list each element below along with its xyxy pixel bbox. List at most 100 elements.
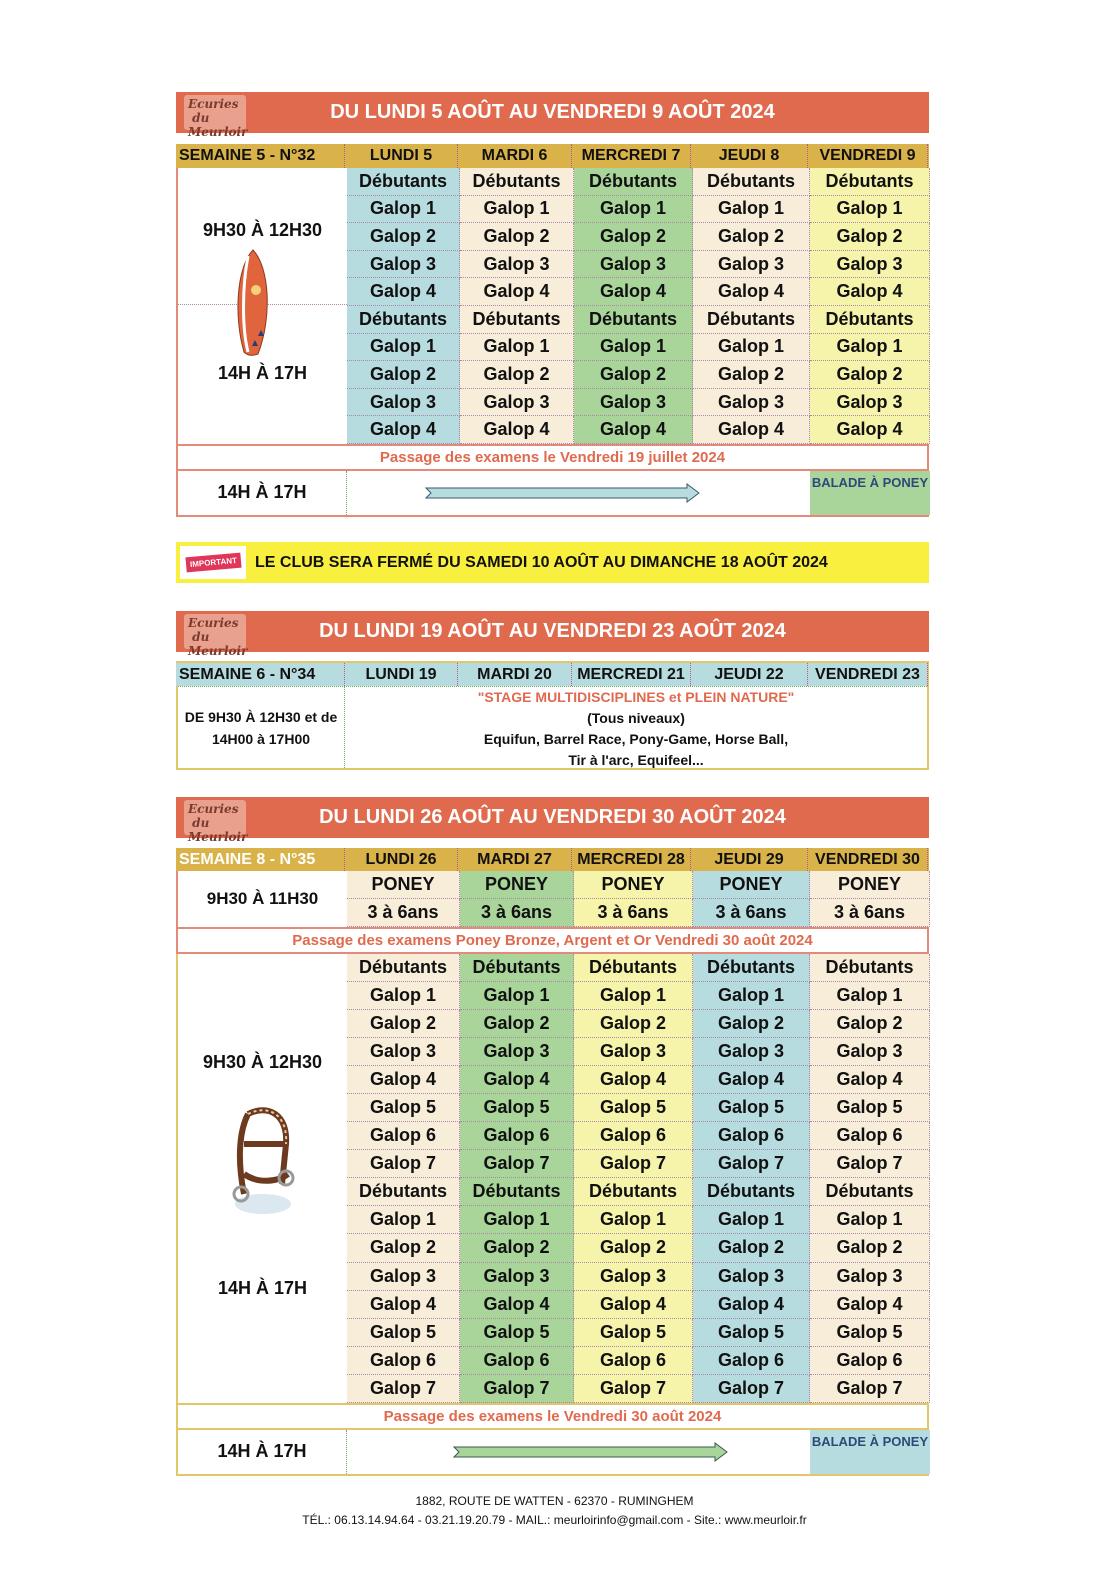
class-cell: Galop 2: [693, 361, 810, 389]
day-header: MERCREDI 28: [572, 848, 691, 871]
class-cell: Galop 2: [347, 1010, 460, 1039]
class-cell: Galop 3: [460, 1262, 574, 1291]
class-cell: Galop 2: [460, 1234, 574, 1263]
class-cell: Galop 3: [693, 1262, 810, 1291]
class-cell: Galop 2: [460, 1010, 574, 1039]
class-cell: Galop 3: [574, 1262, 693, 1291]
class-cell: Galop 4: [574, 1066, 693, 1095]
poney-exam-note: Passage des examens Poney Bronze, Argent…: [176, 929, 929, 954]
class-cell: Débutants: [460, 1178, 574, 1207]
class-cell: Galop 3: [347, 250, 460, 279]
class-cell: Galop 7: [693, 1374, 810, 1403]
class-cell: Galop 1: [347, 1206, 460, 1235]
class-cell: Galop 6: [693, 1122, 810, 1151]
day-header: MERCREDI 21: [572, 663, 691, 686]
class-cell: Galop 6: [693, 1346, 810, 1375]
class-cell: Galop 6: [810, 1346, 930, 1375]
week2-section: Ecuries du Meurloir DU LUNDI 19 AOÛT AU …: [176, 611, 929, 770]
day-header: MARDI 27: [458, 848, 572, 871]
class-cell: Galop 7: [693, 1150, 810, 1179]
class-cell: Galop 1: [574, 1206, 693, 1235]
class-cell: Galop 6: [574, 1122, 693, 1151]
class-cell: PONEY: [460, 871, 574, 899]
week3-balade-row: 14H À 17H BALADE À PONEY: [176, 1429, 930, 1476]
class-cell: Galop 1: [574, 333, 693, 362]
class-cell: Débutants: [347, 954, 460, 983]
class-cell: Galop 1: [460, 333, 574, 362]
arrow-right-icon: [453, 1441, 728, 1462]
class-cell: Galop 3: [693, 388, 810, 417]
week1-banner: Ecuries du Meurloir DU LUNDI 5 AOÛT AU V…: [176, 92, 929, 139]
class-cell: Galop 6: [810, 1122, 930, 1151]
class-cell: Galop 1: [574, 982, 693, 1011]
class-cell: Galop 1: [810, 195, 930, 224]
class-cell: Galop 2: [693, 1234, 810, 1263]
week2-header: SEMAINE 6 - N°34 LUNDI 19 MARDI 20 MERCR…: [176, 663, 928, 686]
week2-time: DE 9H30 À 12H30 et de 14H00 à 17H00: [178, 687, 345, 768]
day-header: JEUDI 8: [691, 144, 808, 168]
class-cell: Débutants: [347, 1178, 460, 1207]
afternoon-time: 14H À 17H: [217, 1278, 308, 1298]
balade-time: 14H À 17H: [178, 470, 347, 515]
class-cell: Galop 2: [810, 1010, 930, 1039]
class-cell: Galop 1: [460, 982, 574, 1011]
class-cell: Galop 5: [574, 1318, 693, 1347]
week2-title: DU LUNDI 19 AOÛT AU VENDREDI 23 AOÛT 202…: [319, 620, 786, 642]
class-cell: Galop 5: [574, 1094, 693, 1123]
footer-contact: TÉL.: 06.13.14.94.64 - 03.21.19.20.79 - …: [302, 1513, 807, 1527]
class-cell: Galop 5: [347, 1094, 460, 1123]
class-cell: Débutants: [460, 954, 574, 983]
class-cell: Débutants: [460, 305, 574, 334]
class-cell: Galop 5: [460, 1318, 574, 1347]
class-cell: Galop 1: [810, 333, 930, 362]
time-column-cell: [178, 982, 347, 1010]
class-cell: Galop 6: [347, 1122, 460, 1151]
week1-title: DU LUNDI 5 AOÛT AU VENDREDI 9 AOÛT 2024: [330, 101, 775, 123]
class-cell: Galop 5: [810, 1318, 930, 1347]
class-cell: Galop 3: [347, 1262, 460, 1291]
class-cell: Débutants: [347, 168, 460, 196]
class-cell: Galop 2: [574, 223, 693, 251]
day-header: MARDI 6: [458, 144, 572, 168]
class-cell: Débutants: [693, 305, 810, 334]
class-cell: Galop 4: [810, 1066, 930, 1095]
class-cell: Galop 2: [693, 223, 810, 251]
class-cell: Galop 3: [693, 1038, 810, 1067]
class-cell: PONEY: [574, 871, 693, 899]
week3-section: Ecuries du Meurloir DU LUNDI 26 AOÛT AU …: [176, 797, 930, 1476]
class-cell: Galop 7: [460, 1374, 574, 1403]
important-badge-icon: IMPORTANT: [180, 546, 246, 579]
class-cell: Galop 7: [347, 1150, 460, 1179]
balade-time: 14H À 17H: [178, 1429, 347, 1474]
class-cell: Galop 5: [460, 1094, 574, 1123]
class-cell: Galop 4: [574, 416, 693, 444]
footer-address: 1882, ROUTE DE WATTEN - 62370 - RUMINGHE…: [415, 1494, 694, 1508]
class-cell: Galop 7: [460, 1150, 574, 1179]
class-cell: Galop 6: [460, 1122, 574, 1151]
class-cell: PONEY: [810, 871, 930, 899]
club-logo: Ecuries du Meurloir: [184, 800, 247, 844]
class-cell: Galop 5: [810, 1094, 930, 1123]
time-column-cell: [178, 389, 347, 417]
class-cell: Galop 3: [460, 250, 574, 279]
club-logo: Ecuries du Meurloir: [184, 95, 247, 139]
class-cell: Galop 6: [347, 1346, 460, 1375]
class-cell: PONEY: [347, 871, 460, 899]
class-cell: Galop 1: [693, 195, 810, 224]
class-cell: Galop 1: [460, 195, 574, 224]
day-header: MERCREDI 7: [572, 144, 691, 168]
class-cell: Galop 1: [460, 1206, 574, 1235]
class-cell: Galop 2: [810, 361, 930, 389]
class-cell: Galop 4: [460, 1066, 574, 1095]
class-cell: Galop 2: [574, 1234, 693, 1263]
class-cell: Débutants: [810, 168, 930, 196]
class-cell: Galop 4: [810, 416, 930, 444]
class-cell: Galop 7: [347, 1374, 460, 1403]
week-label: SEMAINE 8 - N°35: [176, 848, 345, 871]
class-cell: Galop 4: [810, 1290, 930, 1319]
class-cell: Galop 4: [460, 416, 574, 444]
day-header: JEUDI 22: [691, 663, 808, 686]
class-cell: Galop 1: [347, 982, 460, 1011]
class-cell: Galop 2: [347, 1234, 460, 1263]
class-cell: Débutants: [574, 1178, 693, 1207]
